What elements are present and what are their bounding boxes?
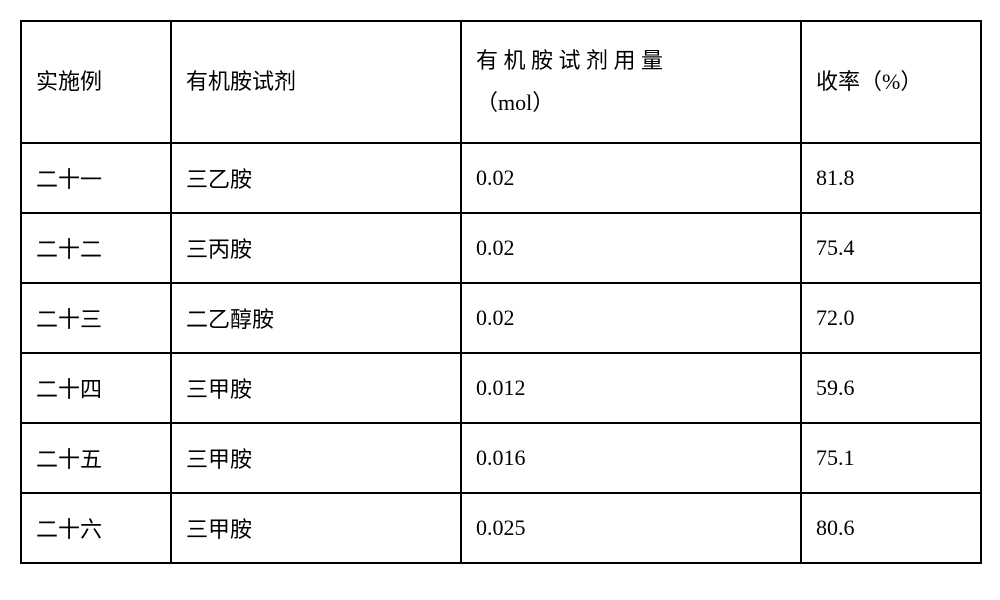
table-row: 二十二 三丙胺 0.02 75.4 bbox=[21, 213, 981, 283]
cell-amount: 0.012 bbox=[461, 353, 801, 423]
cell-amount: 0.02 bbox=[461, 213, 801, 283]
cell-reagent: 三丙胺 bbox=[171, 213, 461, 283]
cell-reagent: 三甲胺 bbox=[171, 493, 461, 563]
cell-example: 二十四 bbox=[21, 353, 171, 423]
cell-yield: 59.6 bbox=[801, 353, 981, 423]
table-row: 二十五 三甲胺 0.016 75.1 bbox=[21, 423, 981, 493]
cell-yield: 75.4 bbox=[801, 213, 981, 283]
cell-reagent: 二乙醇胺 bbox=[171, 283, 461, 353]
table-header-row: 实施例 有机胺试剂 有 机 胺 试 剂 用 量 （mol） 收率（%） bbox=[21, 21, 981, 143]
table-row: 二十三 二乙醇胺 0.02 72.0 bbox=[21, 283, 981, 353]
col-header-reagent: 有机胺试剂 bbox=[171, 21, 461, 143]
cell-yield: 75.1 bbox=[801, 423, 981, 493]
data-table: 实施例 有机胺试剂 有 机 胺 试 剂 用 量 （mol） 收率（%） 二十一 … bbox=[20, 20, 982, 564]
cell-amount: 0.02 bbox=[461, 143, 801, 213]
col-header-example: 实施例 bbox=[21, 21, 171, 143]
cell-yield: 80.6 bbox=[801, 493, 981, 563]
table-row: 二十四 三甲胺 0.012 59.6 bbox=[21, 353, 981, 423]
cell-amount: 0.025 bbox=[461, 493, 801, 563]
cell-reagent: 三甲胺 bbox=[171, 353, 461, 423]
cell-example: 二十五 bbox=[21, 423, 171, 493]
cell-amount: 0.02 bbox=[461, 283, 801, 353]
cell-yield: 72.0 bbox=[801, 283, 981, 353]
col-header-yield: 收率（%） bbox=[801, 21, 981, 143]
cell-reagent: 三乙胺 bbox=[171, 143, 461, 213]
col-header-amount-line2: （mol） bbox=[476, 90, 554, 115]
cell-example: 二十六 bbox=[21, 493, 171, 563]
cell-amount: 0.016 bbox=[461, 423, 801, 493]
col-header-amount-line1: 有 机 胺 试 剂 用 量 bbox=[476, 48, 663, 73]
cell-reagent: 三甲胺 bbox=[171, 423, 461, 493]
cell-example: 二十三 bbox=[21, 283, 171, 353]
table-row: 二十一 三乙胺 0.02 81.8 bbox=[21, 143, 981, 213]
cell-example: 二十二 bbox=[21, 213, 171, 283]
cell-yield: 81.8 bbox=[801, 143, 981, 213]
table-row: 二十六 三甲胺 0.025 80.6 bbox=[21, 493, 981, 563]
cell-example: 二十一 bbox=[21, 143, 171, 213]
col-header-amount: 有 机 胺 试 剂 用 量 （mol） bbox=[461, 21, 801, 143]
